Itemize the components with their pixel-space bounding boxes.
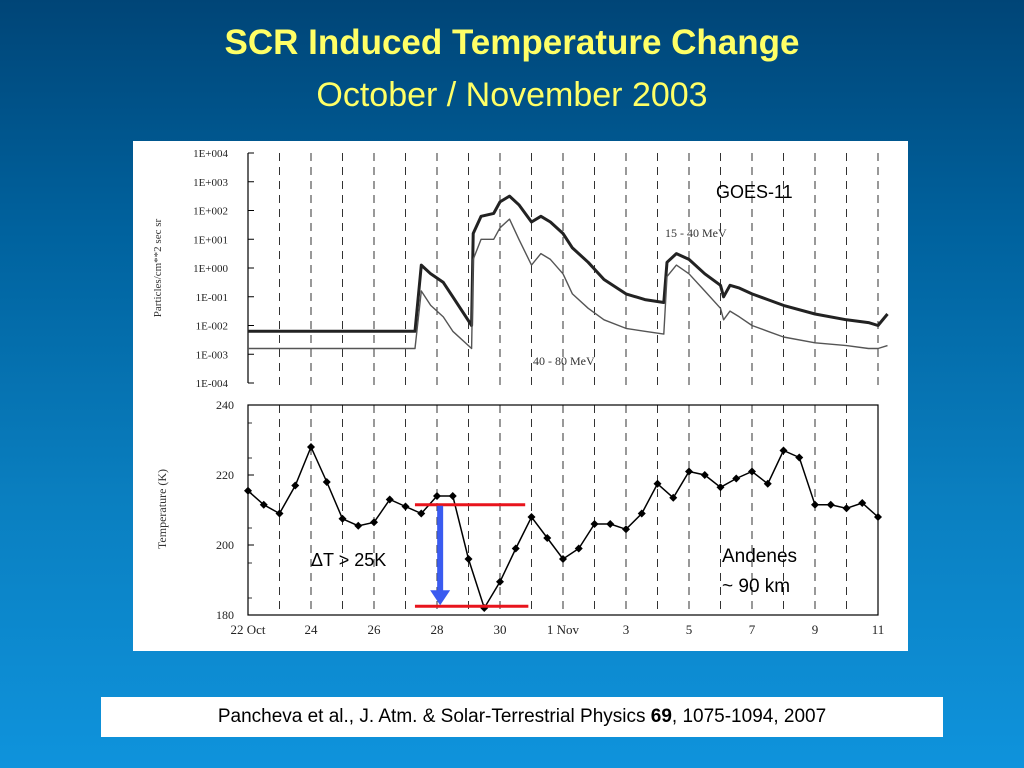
flux-series-line-1	[248, 194, 889, 333]
temperature-point	[653, 479, 662, 488]
temperature-point	[574, 544, 583, 553]
temperature-point	[307, 443, 315, 451]
temperature-point	[559, 555, 567, 563]
temperature-point	[606, 520, 615, 528]
temperature-point	[291, 481, 300, 490]
temperature-point	[275, 509, 284, 518]
flux-series-1-label: 15 - 40 MeV	[665, 226, 727, 240]
temperature-point	[527, 513, 536, 521]
temperature-point	[811, 500, 819, 509]
temperature-point	[858, 499, 867, 507]
citation-pages: , 1075-1094, 2007	[671, 706, 827, 727]
flux-series	[248, 194, 889, 350]
temperature-point	[417, 509, 426, 518]
citation-volume: 69	[650, 706, 672, 727]
temperature-x-tick-label: 22 Oct	[230, 622, 265, 637]
temperature-point	[779, 446, 788, 455]
flux-y-tick-label: 1E-004	[196, 378, 229, 390]
flux-y-tick-label: 1E+004	[193, 148, 228, 160]
temperature-y-tick-label: 200	[216, 538, 234, 552]
figure-svg: 1E+004 1E+003 1E+002 1E+001 1E+000 1E-001 1E-0…	[152, 148, 889, 637]
temperature-point	[338, 514, 347, 523]
temperature-point	[842, 504, 851, 513]
temperature-point	[637, 509, 646, 518]
temperature-x-tick-label: 30	[494, 622, 507, 637]
goes-label: GOES-11	[716, 182, 793, 202]
temperature-point	[511, 544, 520, 553]
temperature-point	[622, 525, 630, 534]
temperature-x-ticks: 22 Oct 24 26 28 30 1 Nov 3 5 7 9 11	[230, 622, 884, 637]
temperature-point	[259, 500, 268, 509]
temperature-x-tick-label: 24	[305, 622, 319, 637]
temperature-point	[496, 577, 504, 586]
flux-y-tick-label: 1E-001	[196, 292, 228, 304]
slide-subtitle: October / November 2003	[316, 76, 708, 114]
temperature-series	[244, 443, 882, 612]
temperature-point	[716, 483, 725, 492]
flux-y-axis-label: Particles/cm**2 sec sr	[152, 218, 164, 317]
temperature-x-tick-label: 28	[431, 622, 444, 637]
temperature-x-tick-label: 7	[749, 622, 756, 637]
temperature-point	[354, 521, 363, 530]
delta-arrow-head	[430, 590, 451, 606]
temperature-y-tick-label: 180	[216, 608, 234, 622]
flux-y-tick-label: 1E+002	[193, 206, 228, 218]
temperature-point	[795, 453, 804, 462]
citation-box: Pancheva et al., J. Atm. & Solar-Terrest…	[101, 697, 943, 737]
flux-y-tick-label: 1E+000	[193, 263, 228, 275]
temperature-x-tick-label: 1 Nov	[547, 622, 580, 637]
flux-series-line-2	[248, 218, 888, 350]
temperature-y-tick-label: 240	[216, 398, 234, 412]
figure-panel: 1E+004 1E+003 1E+002 1E+001 1E+000 1E-001 1E-0…	[133, 141, 908, 651]
temperature-point	[401, 502, 410, 511]
temperature-point	[685, 467, 693, 476]
temperature-y-tick-label: 220	[216, 468, 234, 482]
temperature-point	[543, 534, 552, 542]
temperature-point	[732, 474, 741, 483]
temperature-x-tick-label: 9	[812, 622, 819, 637]
flux-vertical-gridlines	[279, 153, 879, 389]
delta-t-annotation	[414, 503, 529, 608]
temperature-point	[448, 492, 457, 500]
temperature-point	[385, 495, 394, 504]
temperature-point	[433, 492, 441, 500]
altitude-label: ~ 90 km	[722, 576, 790, 597]
temperature-point	[590, 520, 599, 528]
temperature-x-tick-label: 3	[623, 622, 630, 637]
temperature-y-axis-label: Temperature (K)	[155, 469, 169, 549]
temperature-point	[669, 493, 678, 502]
flux-series-2-label: 40 - 80 MeV	[533, 354, 595, 368]
temperature-point	[874, 513, 882, 521]
flux-y-tick-label: 1E-002	[196, 321, 228, 333]
slide-title: SCR Induced Temperature Change	[224, 23, 800, 62]
citation-authors: Pancheva et al., J. Atm. & Solar-Terrest…	[217, 706, 651, 727]
temperature-x-tick-label: 26	[368, 622, 382, 637]
temperature-point	[748, 467, 756, 476]
temperature-point	[244, 486, 252, 495]
flux-y-tick-label: 1E-003	[196, 349, 229, 361]
temperature-point	[700, 471, 709, 479]
temperature-chart: 180 200 220 240 22 Oct 24 26 28 30 1 Nov 3 5 7 9 11 T…	[155, 398, 884, 637]
flux-y-tick-label: 1E+001	[193, 234, 228, 246]
temperature-point	[322, 478, 331, 486]
temperature-x-tick-label: 5	[686, 622, 693, 637]
flux-chart: 1E+004 1E+003 1E+002 1E+001 1E+000 1E-001 1E-0…	[152, 148, 889, 390]
station-label: Andenes	[722, 546, 797, 567]
flux-y-ticks: 1E+004 1E+003 1E+002 1E+001 1E+000 1E-001 1E-0…	[193, 148, 254, 390]
temperature-x-tick-label: 11	[872, 622, 885, 637]
temperature-point	[826, 500, 835, 509]
temperature-point	[370, 518, 378, 527]
delta-t-label: ΔT > 25K	[311, 550, 386, 570]
temperature-point	[464, 555, 473, 563]
temperature-point	[763, 479, 772, 488]
flux-y-tick-label: 1E+003	[193, 177, 228, 189]
